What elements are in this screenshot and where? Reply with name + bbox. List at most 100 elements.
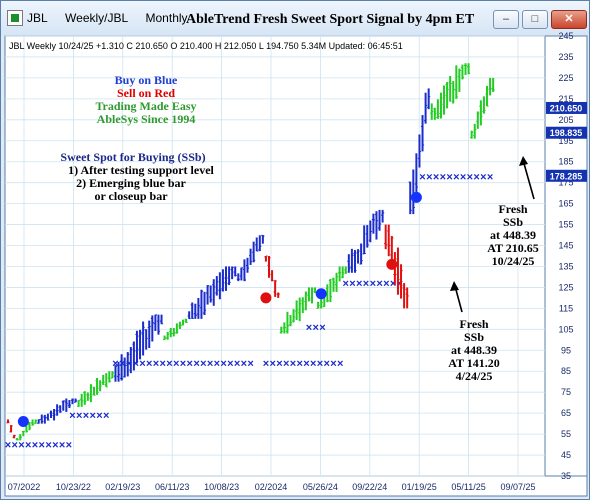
- support-x-mark: ×: [241, 358, 247, 370]
- x-tick-label: 10/08/23: [204, 482, 239, 492]
- support-x-mark: ×: [317, 358, 323, 370]
- window-title: AbleTrend Fresh Sweet Sport Signal by 4p…: [186, 12, 475, 27]
- support-x-mark: ×: [330, 358, 336, 370]
- y-tick-label: 175: [558, 178, 573, 188]
- support-x-mark: ×: [487, 171, 493, 183]
- minimize-button[interactable]: –: [493, 10, 519, 29]
- y-tick-label: 75: [561, 387, 571, 397]
- support-x-mark: ×: [220, 358, 226, 370]
- support-x-mark: ×: [234, 358, 240, 370]
- annotation-line: AT 141.20: [448, 356, 500, 370]
- support-x-mark: ×: [39, 440, 45, 452]
- x-tick-label: 07/2022: [8, 482, 41, 492]
- support-x-mark: ×: [112, 358, 118, 370]
- y-tick-label: 165: [558, 199, 573, 209]
- legend-trading: Trading Made Easy: [95, 99, 196, 113]
- support-x-mark: ×: [166, 358, 172, 370]
- close-button[interactable]: ✕: [551, 10, 587, 29]
- support-x-mark: ×: [397, 278, 403, 290]
- support-x-mark: ×: [303, 358, 309, 370]
- y-tick-label: 115: [559, 303, 573, 313]
- support-x-mark: ×: [153, 358, 159, 370]
- support-x-mark: ×: [349, 278, 355, 290]
- price-tag-label: 210.650: [550, 103, 583, 113]
- support-x-mark: ×: [419, 171, 425, 183]
- support-x-mark: ×: [376, 278, 382, 290]
- support-x-mark: ×: [337, 358, 343, 370]
- support-x-mark: ×: [90, 410, 96, 422]
- x-tick-label: 09/07/25: [500, 482, 535, 492]
- plot-area: [4, 35, 546, 477]
- support-x-mark: ×: [96, 410, 102, 422]
- support-x-mark: ×: [390, 278, 396, 290]
- x-tick-label: 01/19/25: [402, 482, 437, 492]
- y-tick-label: 105: [558, 324, 573, 334]
- support-markers: × × × × × × × × × ×× × × × × ×× × × × × × × × × × × × × × × × × × × × × × × ×…: [5, 171, 494, 451]
- chart-app-icon: [7, 10, 23, 26]
- support-x-mark: ×: [319, 322, 325, 334]
- support-x-mark: ×: [69, 410, 75, 422]
- support-x-mark: ×: [200, 358, 206, 370]
- support-x-mark: ×: [356, 278, 362, 290]
- price-tag-label: 178.285: [550, 171, 583, 181]
- annotation-line: Fresh: [459, 317, 488, 331]
- legend-buy: Buy on Blue: [115, 73, 178, 87]
- price-bars: [6, 63, 495, 441]
- support-x-mark: ×: [440, 171, 446, 183]
- support-x-mark: ×: [310, 358, 316, 370]
- x-tick-label: 06/11/23: [155, 482, 189, 492]
- support-x-mark: ×: [160, 358, 166, 370]
- chart-info: JBL Weekly 10/24/25 +1.310 C 210.650 O 2…: [9, 41, 403, 51]
- support-x-mark: ×: [83, 410, 89, 422]
- y-tick-label: 195: [558, 136, 573, 146]
- annotation-line: SSb: [503, 215, 523, 229]
- ssb-marker: [386, 258, 398, 270]
- support-x-mark: ×: [207, 358, 213, 370]
- y-tick-label: 225: [558, 73, 573, 83]
- support-x-mark: ×: [103, 410, 109, 422]
- ssb-marker: [17, 416, 29, 428]
- maximize-button[interactable]: □: [522, 10, 548, 29]
- support-x-mark: ×: [290, 358, 296, 370]
- support-x-mark: ×: [460, 171, 466, 183]
- arrow-head: [450, 281, 459, 291]
- support-x-mark: ×: [296, 358, 302, 370]
- arrow-head: [519, 156, 528, 166]
- support-x-mark: ×: [76, 410, 82, 422]
- annotation-line: at 448.39: [490, 228, 536, 242]
- support-x-mark: ×: [467, 171, 473, 183]
- annotation-fresh-ssb-1025: Fresh SSb at 448.39 AT 210.65 10/24/25: [487, 156, 539, 268]
- y-tick-label: 205: [558, 115, 573, 125]
- support-x-mark: ×: [446, 171, 452, 183]
- legend: Buy on Blue Sell on Red Trading Made Eas…: [95, 73, 196, 126]
- y-tick-label: 245: [558, 31, 573, 41]
- y-tick-label: 55: [561, 429, 571, 439]
- tab-symbol[interactable]: JBL: [27, 11, 48, 25]
- sweet-spot-text: Sweet Spot for Buying (SSb) 1) After tes…: [60, 150, 214, 203]
- y-tick-label: 145: [558, 241, 573, 251]
- price-tag-label: 198.835: [550, 128, 583, 138]
- price-tag-box: [546, 101, 587, 114]
- support-x-mark: ×: [426, 171, 432, 183]
- tab-weekly[interactable]: Weekly/JBL: [65, 11, 129, 25]
- annotation-line: SSb: [464, 330, 484, 344]
- x-tick-label: 05/26/24: [303, 482, 338, 492]
- x-tick-label: 05/11/25: [451, 482, 485, 492]
- support-x-mark: ×: [383, 278, 389, 290]
- y-tick-label: 85: [561, 366, 571, 376]
- annotation-fresh-ssb-0425: Fresh SSb at 448.39 AT 141.20 4/24/25: [448, 281, 500, 383]
- support-x-mark: ×: [25, 440, 31, 452]
- y-tick-label: 185: [558, 157, 573, 167]
- support-x-mark: ×: [283, 358, 289, 370]
- x-tick-label: 09/22/24: [352, 482, 387, 492]
- ssb-marker: [315, 288, 327, 300]
- annotation-line: 10/24/25: [492, 254, 535, 268]
- support-x-mark: ×: [370, 278, 376, 290]
- tab-monthly[interactable]: Monthly: [145, 11, 188, 25]
- y-tick-label: 125: [558, 282, 573, 292]
- support-x-mark: ×: [473, 171, 479, 183]
- y-tick-label: 35: [561, 471, 571, 481]
- support-x-mark: ×: [227, 358, 233, 370]
- sweet-spot-line-2: 2) Emerging blue bar: [76, 176, 186, 190]
